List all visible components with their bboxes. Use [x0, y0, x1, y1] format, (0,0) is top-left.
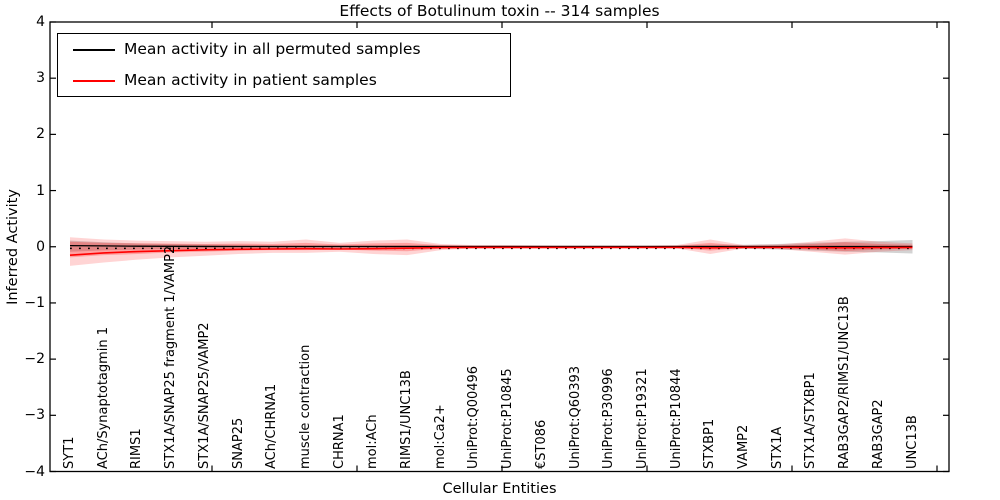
legend-label: Mean activity in all permuted samples: [124, 40, 421, 58]
x-category-label: STX1A/SNAP25/VAMP2: [196, 322, 212, 469]
y-tick-label: 3: [36, 70, 45, 87]
patient-samples-band-outer: [70, 237, 913, 266]
patient-mean-line: [69, 246, 913, 256]
y-tick-label: −2: [24, 351, 45, 368]
legend-item-permuted: Mean activity in all permuted samples: [58, 34, 510, 65]
x-category-label: STX1A/STXBP1: [803, 372, 819, 469]
x-category-label: VAMP2: [736, 424, 751, 469]
chart-title: Effects of Botulinum toxin -- 314 sample…: [339, 2, 660, 20]
legend-line-sample-black: [73, 49, 115, 51]
x-category-label: €ST086: [533, 419, 549, 469]
y-tick-label: 2: [36, 126, 45, 143]
x-category-label: RIMS1/UNC13B: [399, 370, 414, 469]
x-category-label: RAB3GAP2: [870, 399, 886, 469]
x-category-label: STX1A/SNAP25 fragment 1/VAMP2: [163, 245, 179, 469]
x-category-label: UniProt:P10845: [500, 368, 516, 469]
y-tick-label: 0: [36, 238, 45, 255]
x-category-label: mol:ACh: [365, 414, 381, 469]
y-tick-label: −4: [24, 463, 45, 480]
x-category-label: ACh/Synaptotagmin 1: [95, 326, 111, 469]
x-category-label: UniProt:Q00496: [466, 365, 482, 469]
patient-samples-band-inner: [70, 241, 913, 258]
x-category-label: RIMS1: [129, 428, 145, 469]
x-category-label: UniProt:P10844: [668, 368, 684, 469]
x-category-label: SYT1: [62, 436, 77, 469]
y-tick-label: 1: [36, 182, 45, 199]
x-category-label: STXBP1: [702, 418, 718, 469]
x-category-label: CHRNA1: [331, 414, 347, 469]
x-category-label: UniProt:Q60393: [567, 365, 583, 469]
legend-item-patient: Mean activity in patient samples: [58, 65, 510, 96]
x-category-label: UNC13B: [904, 415, 920, 469]
legend-label: Mean activity in patient samples: [124, 71, 377, 89]
x-category-label: SNAP25: [230, 417, 246, 469]
x-category-label: RAB3GAP2/RIMS1/UNC13B: [837, 296, 853, 469]
x-category-label: mol:Ca2+: [432, 404, 448, 469]
permuted-mean-line: [69, 244, 913, 248]
y-tick-label: −1: [24, 294, 45, 311]
x-category-label: STX1A: [769, 426, 785, 469]
y-tick-label: −3: [24, 407, 45, 424]
legend-line-sample-red: [73, 80, 115, 82]
legend: Mean activity in all permuted samples Me…: [57, 33, 511, 97]
x-category-label: muscle contraction: [297, 344, 313, 469]
x-category-label: ACh/CHRNA1: [264, 383, 280, 469]
x-category-label: UniProt:P30996: [601, 368, 617, 469]
y-tick-label: 4: [36, 14, 45, 30]
x-axis-label: Cellular Entities: [442, 481, 557, 497]
x-category-label: UniProt:P19321: [634, 368, 650, 469]
